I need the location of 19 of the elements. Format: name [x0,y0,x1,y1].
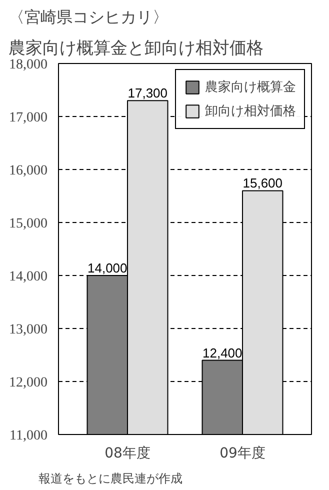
data-label: 12,400 [202,345,242,360]
text: 報道をもとに農民連が作成 [38,472,182,486]
legend-label: 農家向け概算金 [205,79,296,96]
y-tick-label: 16,000 [9,164,48,178]
data-label: 14,000 [87,260,128,276]
y-tick-label: 12,000 [9,376,48,390]
y-tick-label: 13,000 [9,322,48,338]
y-tick-label: 15,000 [9,216,48,232]
chart-subtitle: 農家向け概算金と卸向け相対価格 [8,38,264,58]
y-tick-label: 11,000 [10,428,48,444]
y-tick-label: 17,000 [9,110,48,126]
data-label: 15,600 [242,176,283,191]
y-tick-label: 14,000 [9,270,48,284]
y-tick-label: 18,000 [9,58,48,72]
x-tick-label: 08年度 [104,446,150,462]
x-tick-label: 09年度 [220,446,266,462]
chart-title: 〈宮崎県コシヒカリ〉 [8,8,168,26]
data-label: 17,300 [128,86,168,101]
legend-label: 卸向け相対価格 [205,103,296,120]
